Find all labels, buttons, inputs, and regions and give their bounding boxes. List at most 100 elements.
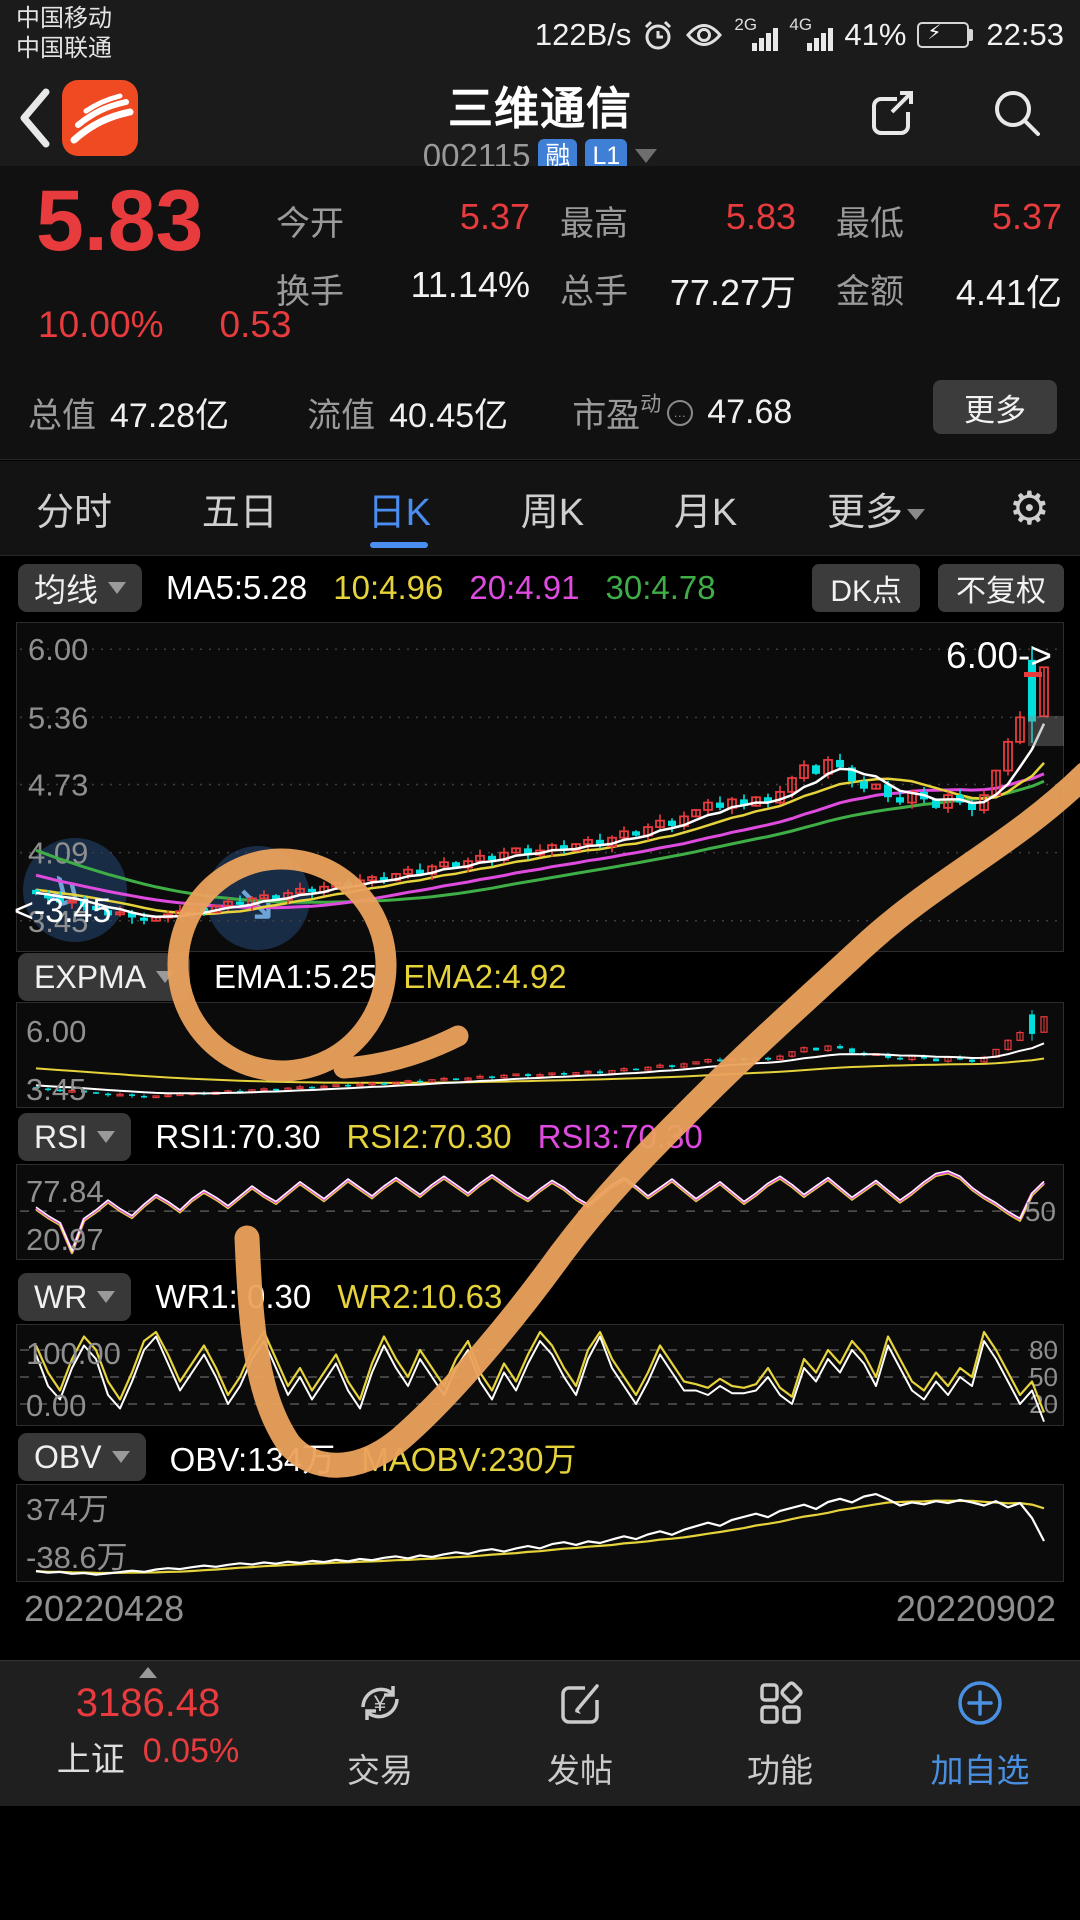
adjust-mode-button[interactable]: 不复权 <box>938 564 1064 612</box>
tab-分时[interactable]: 分时 <box>36 491 113 534</box>
stat-label: 总值 <box>28 397 96 435</box>
pe-info-icon[interactable]: … <box>667 399 694 426</box>
trade-icon: ¥ <box>353 1676 407 1738</box>
stat-label: 今开 <box>276 205 344 243</box>
index-name: 上证 <box>56 1741 125 1779</box>
obv-values: OBV:134万 MAOBV:230万 <box>170 1433 577 1481</box>
main-kline-pane[interactable]: » ↘6.005.364.734.093.456.00-> <box>16 622 1064 952</box>
more-button[interactable]: 更多 <box>933 380 1057 434</box>
ma-header-row: 均线 MA5:5.28 10:4.96 20:4.91 30:4.78 DK点 不复权 <box>0 556 1080 620</box>
tab-日K[interactable]: 日K <box>362 467 437 550</box>
back-button[interactable] <box>12 84 58 152</box>
svg-text:-38.6万: -38.6万 <box>26 1540 128 1575</box>
obv-header-row: OBV OBV:134万 MAOBV:230万 <box>0 1432 1080 1482</box>
pe-dynamic-sup: 动 <box>640 392 662 416</box>
expma-values: EMA1:5.25 EMA2:4.92 <box>214 958 567 996</box>
indicator-value: EMA2:4.92 <box>403 958 567 995</box>
index-summary[interactable]: 3186.48 上证 0.05% <box>20 1661 276 1807</box>
svg-text:5.36: 5.36 <box>28 700 88 735</box>
svg-text:3.45: 3.45 <box>28 904 88 939</box>
alarm-icon <box>645 20 672 50</box>
action-发帖[interactable]: 发帖 <box>480 1661 680 1807</box>
svg-text:77.84: 77.84 <box>26 1174 104 1209</box>
rsi-header-row: RSI RSI1:70.30 RSI2:70.30 RSI3:70.30 <box>0 1110 1080 1164</box>
action-功能[interactable]: 功能 <box>680 1661 880 1807</box>
apps-icon <box>753 1676 807 1738</box>
action-label: 功能 <box>747 1752 813 1789</box>
app-logo <box>62 80 138 156</box>
svg-text:50: 50 <box>1025 1196 1056 1227</box>
svg-text:100.00: 100.00 <box>26 1336 121 1371</box>
change-value: 0.53 <box>219 304 292 345</box>
stat-label: 最高 <box>560 205 628 243</box>
app-header: 三维通信 002115 融 L1 <box>0 70 1080 174</box>
ma-dropdown[interactable]: 均线 <box>18 564 143 612</box>
indicator-value: WR1: 0.30 <box>155 1278 312 1315</box>
rsi-pane[interactable]: 77.84 20.97 50 <box>16 1164 1064 1260</box>
action-加自选[interactable]: 加自选 <box>880 1661 1080 1807</box>
expma-pane[interactable]: 6.00 3.45 <box>16 1002 1064 1108</box>
stat-value: 5.83 <box>725 196 796 237</box>
stat-value: 47.68 <box>707 393 793 431</box>
add-watchlist-icon <box>953 1676 1007 1738</box>
code-caret-icon[interactable] <box>635 149 658 163</box>
ma-values: MA5:5.28 10:4.96 20:4.91 30:4.78 <box>166 569 716 607</box>
svg-text:4.73: 4.73 <box>28 767 88 802</box>
tab-更多[interactable]: 更多 <box>821 467 931 550</box>
tab-周K[interactable]: 周K <box>520 491 585 534</box>
svg-text:6.00->: 6.00-> <box>946 635 1052 676</box>
obv-pane[interactable]: 374万 -38.6万 <box>16 1484 1064 1582</box>
stat-value: 4.41亿 <box>955 272 1062 313</box>
indicator-value: RSI1:70.30 <box>155 1118 321 1155</box>
action-label: 交易 <box>347 1752 413 1789</box>
indicator-value: WR2:10.63 <box>337 1278 503 1315</box>
quote-panel: 5.83 10.00% 0.53 今开 5.37 最高 5.83 最低 5.37 换手 11.… <box>0 166 1080 460</box>
stat-label: 金额 <box>836 273 904 311</box>
index-change: 0.05% <box>142 1732 240 1770</box>
indicator-value: RSI3:70.30 <box>537 1118 703 1155</box>
stat-label: 市盈 <box>572 397 641 435</box>
net-speed: 122B/s <box>534 17 632 52</box>
carrier-2: 中国联通 <box>16 35 112 62</box>
svg-text:6.00: 6.00 <box>28 632 88 667</box>
expma-dropdown[interactable]: EXPMA <box>18 953 191 1001</box>
svg-text:80: 80 <box>1029 1335 1058 1365</box>
date-start: 20220428 <box>24 1588 185 1629</box>
gear-icon[interactable]: ⚙ <box>1008 482 1050 534</box>
clock-time: 22:53 <box>986 17 1064 52</box>
stock-title: 三维通信 <box>447 83 632 134</box>
dk-button[interactable]: DK点 <box>812 564 920 612</box>
wr-dropdown[interactable]: WR <box>18 1273 132 1321</box>
search-button[interactable] <box>988 84 1046 142</box>
rsi-dropdown[interactable]: RSI <box>18 1113 132 1161</box>
tab-五日[interactable]: 五日 <box>201 491 278 534</box>
battery-icon: ⚡ <box>917 21 975 49</box>
svg-text:3.45: 3.45 <box>26 1072 86 1107</box>
carrier-1: 中国移动 <box>16 5 112 32</box>
chevron-down-icon <box>97 1131 116 1143</box>
indicator-value: 10:4.96 <box>333 569 444 606</box>
chevron-down-icon <box>906 508 925 520</box>
index-value: 3186.48 <box>75 1681 221 1725</box>
signal-2g-icon: 2G <box>734 15 779 55</box>
quote-stats-row3: 总值 47.28亿 流值 40.45亿 市盈 动 … 47.68 <box>28 388 792 437</box>
action-label: 发帖 <box>547 1752 613 1789</box>
wr-header-row: WR WR1: 0.30 WR2:10.63 <box>0 1272 1080 1322</box>
stat-value: 11.14% <box>410 264 530 305</box>
indicator-value: MAOBV:230万 <box>361 1441 577 1478</box>
action-label: 加自选 <box>930 1752 1030 1789</box>
share-button[interactable] <box>862 84 920 142</box>
svg-text:374万: 374万 <box>26 1492 109 1527</box>
obv-dropdown[interactable]: OBV <box>18 1433 146 1481</box>
svg-text:6.00: 6.00 <box>26 1014 86 1049</box>
chevron-down-icon <box>156 971 175 983</box>
tab-月K[interactable]: 月K <box>673 491 738 534</box>
stat-label: 流值 <box>307 397 376 435</box>
action-交易[interactable]: ¥ 交易 <box>280 1661 480 1807</box>
stat-label: 总手 <box>560 273 628 311</box>
change-percent: 10.00% <box>38 304 164 345</box>
expma-header-row: EXPMA EMA1:5.25 EMA2:4.92 <box>0 952 1080 1002</box>
eye-icon <box>686 24 723 46</box>
